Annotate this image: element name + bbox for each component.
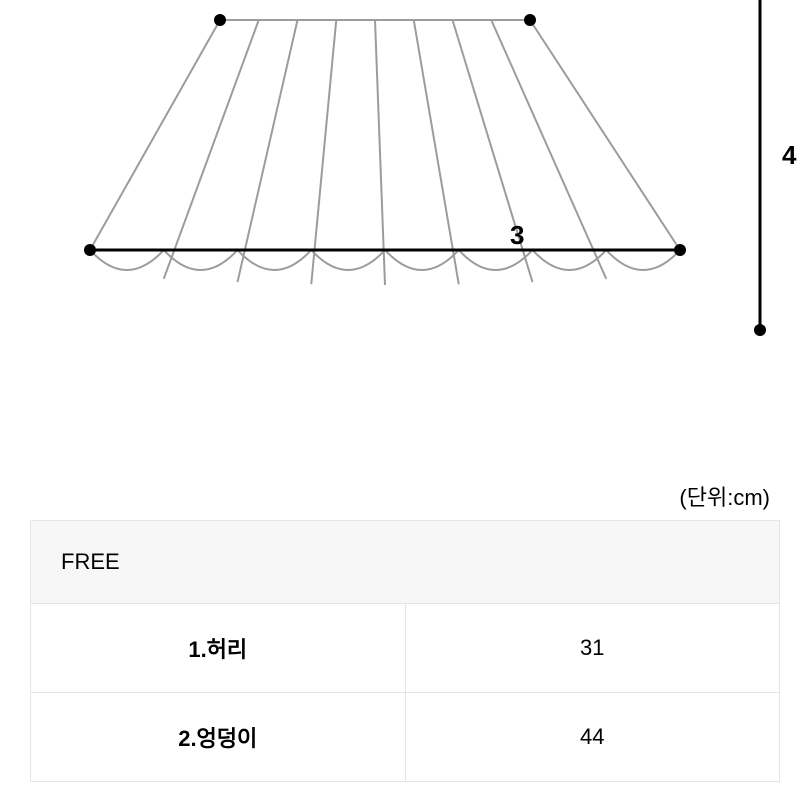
row-label: 2.엉덩이 bbox=[31, 693, 406, 782]
table-header-cell: FREE bbox=[31, 521, 780, 604]
row-value: 44 bbox=[405, 693, 780, 782]
table-header-row: FREE bbox=[31, 521, 780, 604]
row-value: 31 bbox=[405, 604, 780, 693]
table-row: 2.엉덩이 44 bbox=[31, 693, 780, 782]
size-table: FREE 1.허리 31 2.엉덩이 44 bbox=[30, 520, 780, 782]
table-row: 1.허리 31 bbox=[31, 604, 780, 693]
skirt-svg bbox=[0, 0, 810, 430]
dimension-label-3: 3 bbox=[510, 220, 524, 251]
unit-label: (단위:cm) bbox=[679, 480, 770, 512]
row-label: 1.허리 bbox=[31, 604, 406, 693]
dimension-label-4: 4 bbox=[782, 140, 796, 171]
skirt-diagram: 3 4 bbox=[0, 0, 810, 430]
